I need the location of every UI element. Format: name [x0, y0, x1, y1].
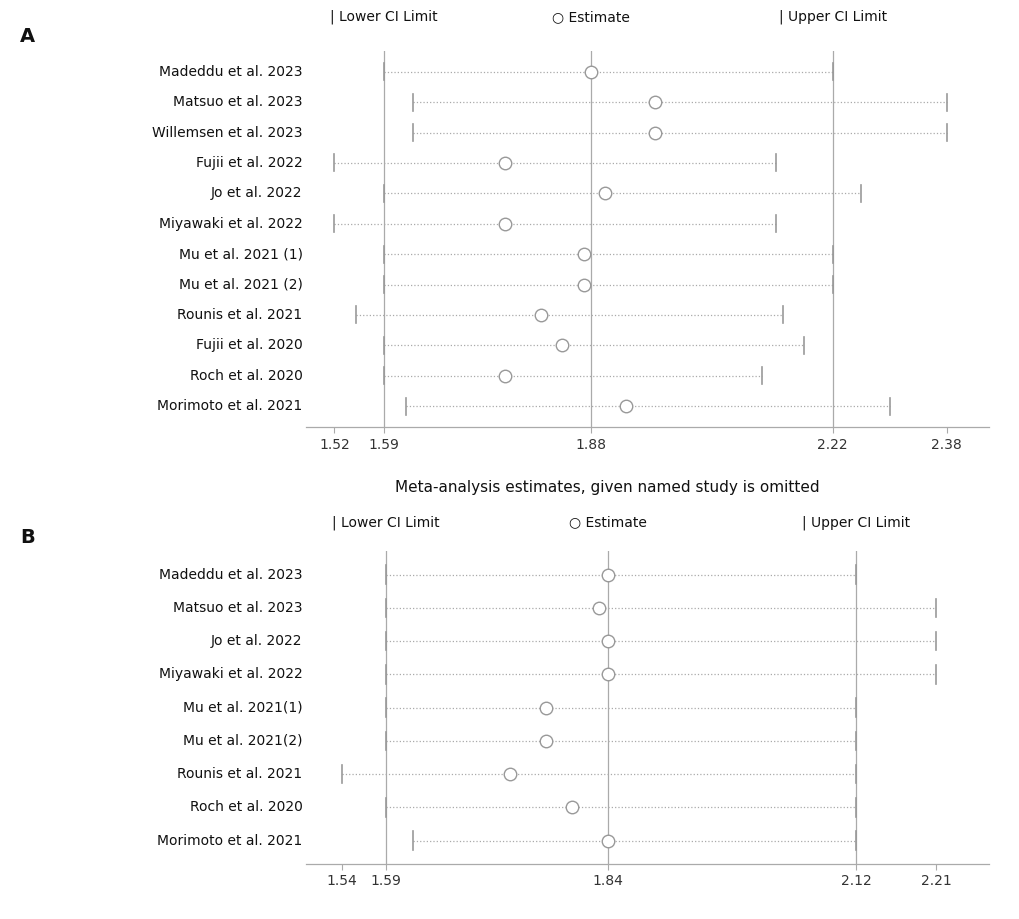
Text: Willemsen et al. 2023: Willemsen et al. 2023 — [152, 126, 303, 140]
Text: ○ Estimate: ○ Estimate — [569, 516, 646, 529]
Text: Jo et al. 2022: Jo et al. 2022 — [211, 187, 303, 200]
Text: Mu et al. 2021 (2): Mu et al. 2021 (2) — [178, 278, 303, 291]
Text: Madeddu et al. 2023: Madeddu et al. 2023 — [159, 568, 303, 582]
Text: Rounis et al. 2021: Rounis et al. 2021 — [177, 767, 303, 781]
Text: Mu et al. 2021(2): Mu et al. 2021(2) — [182, 734, 303, 748]
Text: Rounis et al. 2021: Rounis et al. 2021 — [177, 308, 303, 322]
Text: Mu et al. 2021(1): Mu et al. 2021(1) — [182, 700, 303, 715]
Text: | Lower CI Limit: | Lower CI Limit — [330, 10, 438, 24]
Text: Madeddu et al. 2023: Madeddu et al. 2023 — [159, 65, 303, 79]
Text: A: A — [20, 27, 36, 46]
Text: Morimoto et al. 2021: Morimoto et al. 2021 — [157, 834, 303, 847]
Text: | Upper CI Limit: | Upper CI Limit — [777, 10, 886, 24]
Text: Roch et al. 2020: Roch et al. 2020 — [190, 800, 303, 814]
Text: | Lower CI Limit: | Lower CI Limit — [332, 515, 439, 529]
Text: Jo et al. 2022: Jo et al. 2022 — [211, 634, 303, 648]
Text: Fujii et al. 2020: Fujii et al. 2020 — [196, 338, 303, 352]
Text: B: B — [20, 528, 35, 547]
Text: ○ Estimate: ○ Estimate — [551, 10, 629, 24]
Text: Miyawaki et al. 2022: Miyawaki et al. 2022 — [159, 217, 303, 231]
Text: Morimoto et al. 2021: Morimoto et al. 2021 — [157, 399, 303, 413]
Text: Miyawaki et al. 2022: Miyawaki et al. 2022 — [159, 667, 303, 681]
Text: Meta-analysis estimates, given named study is omitted: Meta-analysis estimates, given named stu… — [395, 480, 819, 495]
Text: Roch et al. 2020: Roch et al. 2020 — [190, 369, 303, 382]
Text: Matsuo et al. 2023: Matsuo et al. 2023 — [173, 601, 303, 615]
Text: | Upper CI Limit: | Upper CI Limit — [801, 515, 909, 529]
Text: Mu et al. 2021 (1): Mu et al. 2021 (1) — [178, 247, 303, 261]
Text: Matsuo et al. 2023: Matsuo et al. 2023 — [173, 96, 303, 109]
Text: Fujii et al. 2022: Fujii et al. 2022 — [196, 156, 303, 170]
